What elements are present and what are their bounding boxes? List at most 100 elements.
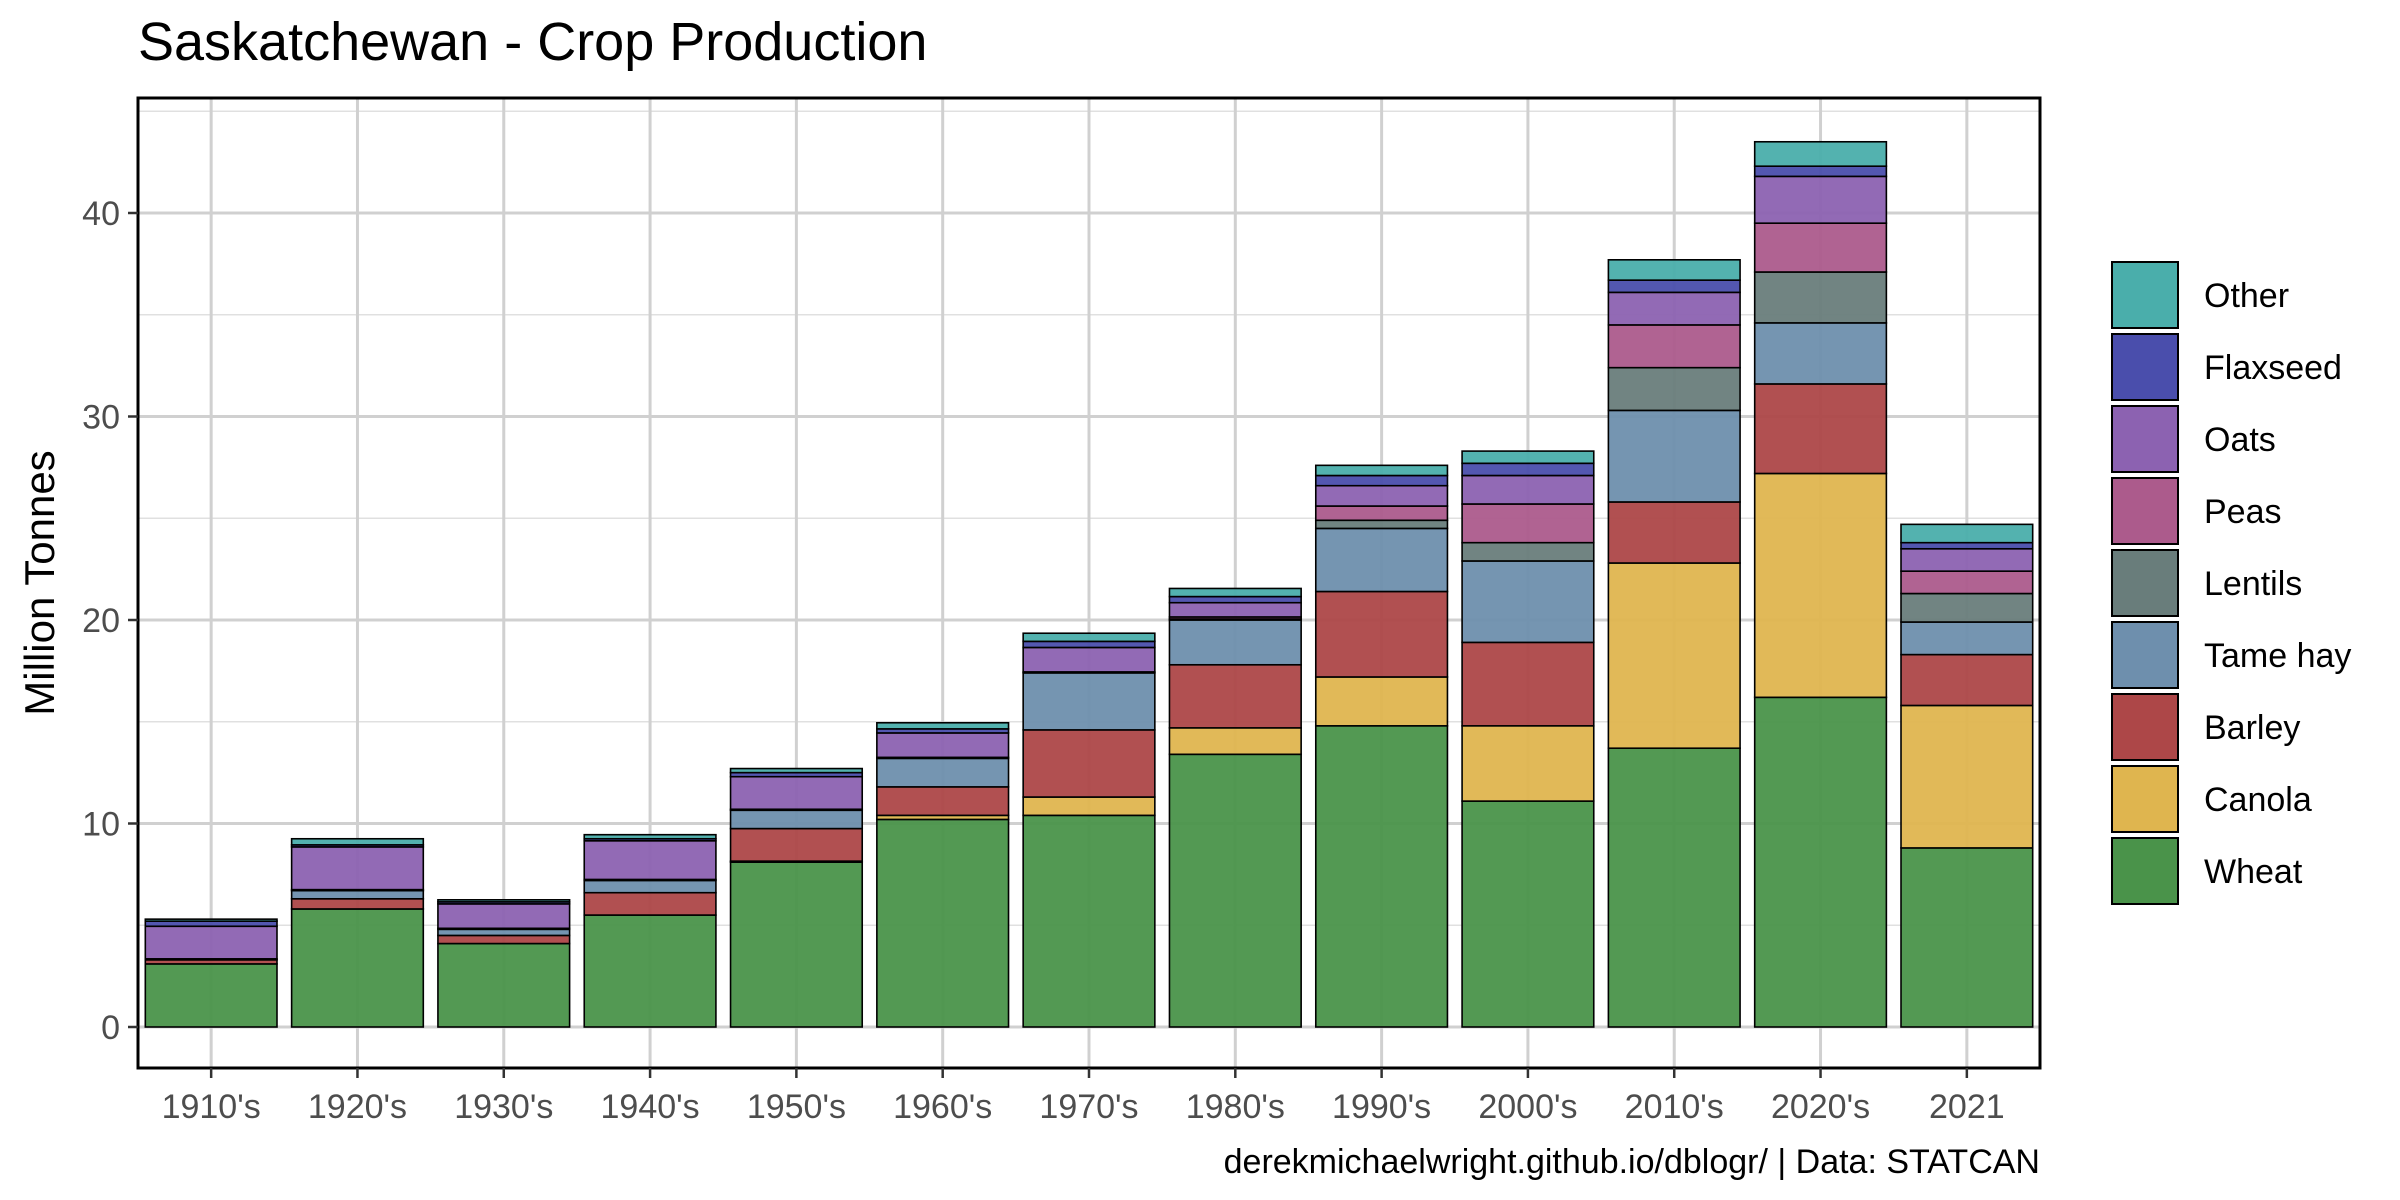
- bar-segment-tame-hay: [1461, 560, 1595, 644]
- bar-segment-barley: [1461, 641, 1595, 727]
- legend-label: Wheat: [2204, 853, 2303, 891]
- bar-segment-other: [1900, 523, 2034, 544]
- bar-segment-other: [144, 918, 278, 922]
- bar-segment-other: [1753, 140, 1888, 167]
- bar-segment-lentils: [1461, 541, 1595, 562]
- bar-segment-tame-hay: [1900, 621, 2034, 656]
- bar-segment-wheat: [1168, 753, 1302, 1028]
- bar-segment-canola: [1753, 472, 1888, 699]
- bar-segment-barley: [583, 891, 717, 916]
- y-tick-label: 10: [82, 806, 120, 844]
- x-tick-label: 1930's: [454, 1088, 553, 1126]
- bar-segment-peas: [1314, 505, 1449, 522]
- bar-segment-wheat: [144, 963, 278, 1028]
- bar-segment-oats: [1753, 175, 1888, 224]
- y-axis-title: Million Tonnes: [16, 450, 63, 715]
- bar-segment-flaxseed: [1461, 462, 1595, 477]
- chart-caption: derekmichaelwright.github.io/dblogr/ | D…: [1224, 1143, 2040, 1181]
- bar-segment-wheat: [583, 914, 717, 1028]
- legend-key: [2111, 261, 2179, 329]
- x-tick-label: 2000's: [1478, 1088, 1577, 1126]
- bar-segment-peas: [1753, 222, 1888, 273]
- y-axis: 0 10 20 30 40: [82, 195, 138, 1047]
- bar-segment-other: [290, 837, 425, 846]
- legend-label: Tame hay: [2204, 637, 2351, 675]
- bar-segment-flaxseed: [1900, 541, 2034, 550]
- bar-segment-oats: [1607, 291, 1741, 326]
- x-tick-label: 1990's: [1332, 1088, 1431, 1126]
- x-tick-label: 1960's: [893, 1088, 992, 1126]
- bar-segment-tame-hay: [729, 809, 864, 830]
- bar-segment-oats: [583, 839, 717, 881]
- bar-segment-canola: [1607, 562, 1741, 750]
- legend-key: [2111, 333, 2179, 401]
- bar-segment-tame-hay: [437, 928, 571, 937]
- bar-segment-barley: [1900, 653, 2034, 707]
- bar-segment-other: [729, 767, 864, 774]
- bar-segment-wheat: [1314, 725, 1449, 1028]
- bar-segment-wheat: [1607, 747, 1741, 1028]
- bar-segment-oats: [437, 903, 571, 930]
- bar-segment-tame-hay: [1314, 527, 1449, 593]
- bar-segment-tame-hay: [1607, 409, 1741, 503]
- legend-label: Canola: [2204, 781, 2312, 819]
- x-tick-label: 1940's: [601, 1088, 700, 1126]
- bar-segment-tame-hay: [876, 757, 1010, 788]
- bar-segment-oats: [729, 775, 864, 811]
- bar-segment-other: [1168, 587, 1302, 598]
- bar-segment-wheat: [290, 908, 425, 1028]
- bar-segment-barley: [1753, 383, 1888, 475]
- x-tick-label: 1970's: [1039, 1088, 1138, 1126]
- legend-key: [2111, 549, 2179, 617]
- y-tick-label: 40: [82, 195, 120, 233]
- x-tick-label: 1980's: [1186, 1088, 1285, 1126]
- bar-segment-tame-hay: [290, 889, 425, 900]
- x-tick-label: 2010's: [1625, 1088, 1724, 1126]
- legend-label: Peas: [2204, 493, 2282, 531]
- y-tick-label: 0: [101, 1009, 120, 1047]
- bar-segment-other: [1461, 450, 1595, 465]
- bar-segment-barley: [1168, 663, 1302, 729]
- x-axis: 1910's 1920's 1930's 1940's 1950's 1960's 1970…: [162, 1068, 2005, 1126]
- bar-segment-other: [583, 833, 717, 840]
- bar-segment-lentils: [1900, 592, 2034, 623]
- bar-segment-canola: [1022, 796, 1156, 817]
- bar-segment-wheat: [729, 861, 864, 1028]
- bar-segment-peas: [1900, 570, 2034, 595]
- bar-segment-flaxseed: [1753, 165, 1888, 178]
- bar-segment-other: [1022, 632, 1156, 643]
- x-tick-label: 1910's: [162, 1088, 261, 1126]
- bar-segment-oats: [290, 846, 425, 891]
- bar-segment-canola: [1168, 727, 1302, 756]
- bar-segment-wheat: [1022, 814, 1156, 1028]
- legend-label: Flaxseed: [2204, 349, 2342, 387]
- bar-segment-tame-hay: [583, 879, 717, 894]
- bar-segment-flaxseed: [1314, 474, 1449, 487]
- bar-segment-flaxseed: [1022, 640, 1156, 649]
- bar-segment-other: [437, 899, 571, 903]
- bar-segment-lentils: [1314, 519, 1449, 530]
- bar-segment-oats: [1022, 646, 1156, 673]
- bar-segment-barley: [1314, 590, 1449, 678]
- legend-key: [2111, 477, 2179, 545]
- legend: Other Flaxseed Oats Peas Lentils Tame hay Barl…: [2111, 261, 2351, 905]
- bar-segment-other: [1607, 259, 1741, 281]
- bar-segment-tame-hay: [1753, 322, 1888, 385]
- legend-key: [2111, 837, 2179, 905]
- legend-key: [2111, 405, 2179, 473]
- bar-segment-wheat: [1900, 847, 2034, 1028]
- bar-segment-oats: [1461, 474, 1595, 505]
- bar-segment-barley: [876, 786, 1010, 817]
- bar-segment-barley: [1022, 729, 1156, 798]
- legend-label: Oats: [2204, 421, 2276, 459]
- bar-segment-wheat: [876, 818, 1010, 1028]
- bar-segment-barley: [729, 827, 864, 862]
- x-tick-label: 1920's: [308, 1088, 407, 1126]
- x-tick-label: 1950's: [747, 1088, 846, 1126]
- bar-segment-peas: [1607, 324, 1741, 369]
- bar-segment-wheat: [1461, 800, 1595, 1028]
- bar-segment-canola: [1314, 676, 1449, 727]
- bar-segment-peas: [1461, 503, 1595, 544]
- bar-segment-canola: [1461, 725, 1595, 802]
